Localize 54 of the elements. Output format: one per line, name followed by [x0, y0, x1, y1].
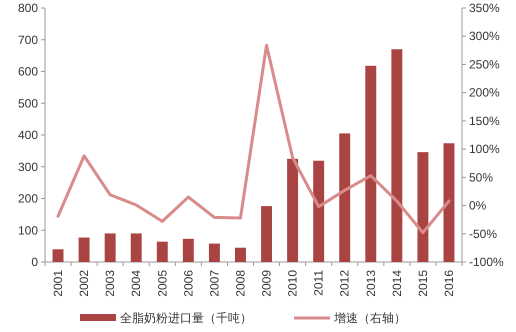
- legend-label: 全脂奶粉进口量（千吨）: [120, 311, 252, 325]
- x-tick-label: 2014: [390, 270, 404, 297]
- x-tick-label: 2010: [286, 270, 300, 297]
- y-tick-label: 300: [18, 160, 38, 174]
- y2-tick-label: 100%: [469, 142, 500, 156]
- y2-tick-label: 250%: [469, 57, 500, 72]
- y-tick-label: 800: [18, 1, 38, 15]
- bar: [287, 158, 298, 262]
- bar: [365, 66, 376, 262]
- legend-label: 增速（右轴）: [333, 311, 406, 325]
- y-tick-label: 200: [18, 192, 38, 206]
- y2-tick-label: -50%: [469, 226, 498, 241]
- bar: [234, 248, 246, 262]
- y-tick-label: 500: [18, 96, 38, 110]
- y-tick-label: 0: [31, 255, 38, 269]
- y2-tick-label: 150%: [469, 114, 500, 128]
- x-tick-label: 2015: [416, 270, 430, 297]
- y-tick-label: 600: [18, 64, 38, 78]
- bar: [391, 49, 402, 262]
- bar: [182, 238, 194, 262]
- bar: [78, 238, 90, 262]
- y-tick-label: 400: [18, 128, 38, 142]
- bar: [130, 233, 142, 262]
- x-tick-label: 2004: [129, 270, 144, 297]
- line-series: [56, 44, 450, 234]
- bar: [261, 206, 272, 262]
- x-tick-label: 2007: [207, 270, 222, 297]
- bar: [417, 152, 428, 262]
- bar: [52, 249, 64, 262]
- x-tick-label: 2016: [442, 270, 456, 297]
- x-tick-label: 2005: [155, 270, 170, 297]
- bar: [208, 244, 220, 262]
- bar: [156, 242, 168, 262]
- y2-tick-label: -100%: [469, 255, 504, 269]
- x-tick-label: 2002: [77, 270, 92, 297]
- y2-tick-label: 300%: [469, 29, 500, 44]
- y-tick-label: 700: [18, 32, 38, 47]
- x-tick-label: 2011: [312, 270, 326, 296]
- y2-tick-label: 200%: [469, 86, 500, 100]
- x-tick-label: 2003: [103, 270, 118, 297]
- x-tick-label: 2012: [338, 270, 352, 297]
- bar: [313, 160, 324, 262]
- bar: [339, 133, 350, 262]
- x-tick-label: 2013: [364, 270, 378, 297]
- y2-tick-label: 50%: [469, 170, 494, 184]
- x-tick-label: 2006: [181, 270, 196, 297]
- x-tick-label: 2001: [51, 270, 66, 297]
- bar: [443, 143, 454, 262]
- y2-tick-label: 0%: [469, 198, 487, 213]
- bar: [104, 233, 116, 262]
- x-tick-label: 2008: [233, 270, 248, 297]
- y2-tick-label: 350%: [469, 1, 500, 15]
- y-tick-label: 100: [18, 223, 38, 238]
- x-tick-label: 2009: [260, 270, 274, 297]
